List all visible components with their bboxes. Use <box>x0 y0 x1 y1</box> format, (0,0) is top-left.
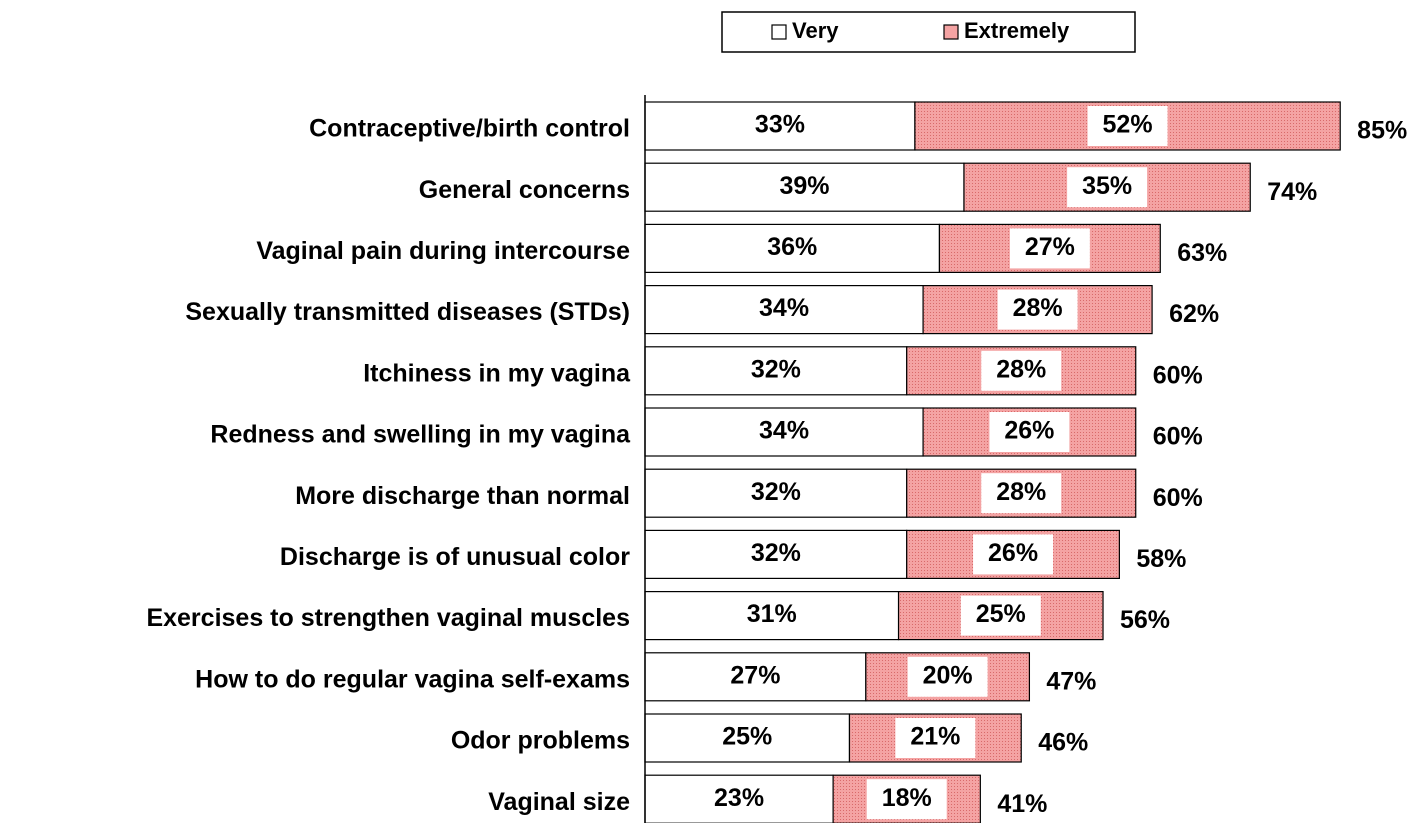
legend-swatch <box>943 24 959 40</box>
category-label: Contraceptive/birth control <box>309 115 630 143</box>
value-label: 26% <box>988 539 1038 567</box>
value-label: 25% <box>976 600 1026 628</box>
bar-segment <box>644 162 965 212</box>
value-label: 34% <box>759 294 809 322</box>
category-label: Vaginal pain during intercourse <box>256 237 630 265</box>
total-label: 63% <box>1177 239 1227 267</box>
value-label: 28% <box>1013 294 1063 322</box>
value-label: 27% <box>1025 233 1075 261</box>
value-label: 32% <box>751 478 801 506</box>
total-label: 60% <box>1153 361 1203 389</box>
value-label: 26% <box>1004 417 1054 445</box>
value-label: 31% <box>747 600 797 628</box>
category-label: Vaginal size <box>488 788 630 816</box>
value-label: 33% <box>755 111 805 139</box>
value-label: 32% <box>751 355 801 383</box>
value-label: 21% <box>910 723 960 751</box>
category-label: More discharge than normal <box>295 482 630 510</box>
value-label: 35% <box>1082 172 1132 200</box>
total-label: 47% <box>1046 667 1096 695</box>
total-label: 85% <box>1357 117 1407 145</box>
category-label: Discharge is of unusual color <box>280 543 630 571</box>
bar-segment <box>644 223 941 273</box>
category-label: Itchiness in my vagina <box>363 359 631 387</box>
value-label: 27% <box>730 661 780 689</box>
value-label: 36% <box>767 233 817 261</box>
bar-segment <box>644 529 908 580</box>
total-label: 74% <box>1267 178 1317 206</box>
label-background <box>973 534 1054 575</box>
label-background <box>989 412 1070 452</box>
category-label: Odor problems <box>451 727 630 755</box>
category-label: General concerns <box>419 176 630 204</box>
bar-segment <box>644 713 851 763</box>
value-label: 28% <box>996 478 1046 506</box>
label-background <box>866 779 947 820</box>
label-background <box>1067 167 1148 208</box>
label-background <box>997 289 1078 330</box>
bar-segment <box>644 346 908 396</box>
bar-segment <box>644 468 908 518</box>
value-label: 32% <box>751 539 801 567</box>
value-label: 18% <box>882 784 932 812</box>
category-label: Sexually transmitted diseases (STDs) <box>185 298 630 326</box>
category-label: Redness and swelling in my vagina <box>210 421 631 449</box>
label-background <box>1087 106 1168 146</box>
legend-label: Very <box>792 18 839 43</box>
legend-box <box>721 11 1136 53</box>
bar-segment <box>644 590 900 641</box>
total-label: 46% <box>1038 729 1088 757</box>
total-label: 62% <box>1169 300 1219 328</box>
bar-segment <box>644 101 916 151</box>
total-label: 60% <box>1153 423 1203 451</box>
label-background <box>1009 228 1090 269</box>
legend-swatch <box>771 24 787 40</box>
total-label: 56% <box>1120 606 1170 634</box>
value-label: 28% <box>996 355 1046 383</box>
category-label: Exercises to strengthen vaginal muscles <box>146 604 630 632</box>
total-label: 41% <box>997 790 1047 818</box>
label-background <box>907 656 988 697</box>
value-label: 39% <box>779 172 829 200</box>
category-label: How to do regular vagina self-exams <box>195 665 630 693</box>
value-label: 23% <box>714 784 764 812</box>
bar-segment <box>644 285 924 335</box>
value-label: 25% <box>722 723 772 751</box>
value-label: 34% <box>759 417 809 445</box>
label-background <box>960 595 1041 636</box>
total-label: 60% <box>1153 484 1203 512</box>
bar-segment <box>644 774 834 824</box>
label-background <box>981 473 1062 514</box>
total-label: 58% <box>1136 545 1186 573</box>
label-background <box>981 350 1062 391</box>
value-label: 52% <box>1103 111 1153 139</box>
legend-label: Extremely <box>964 18 1070 43</box>
value-label: 20% <box>923 661 973 689</box>
bar-segment <box>644 407 924 457</box>
label-background <box>895 718 976 758</box>
